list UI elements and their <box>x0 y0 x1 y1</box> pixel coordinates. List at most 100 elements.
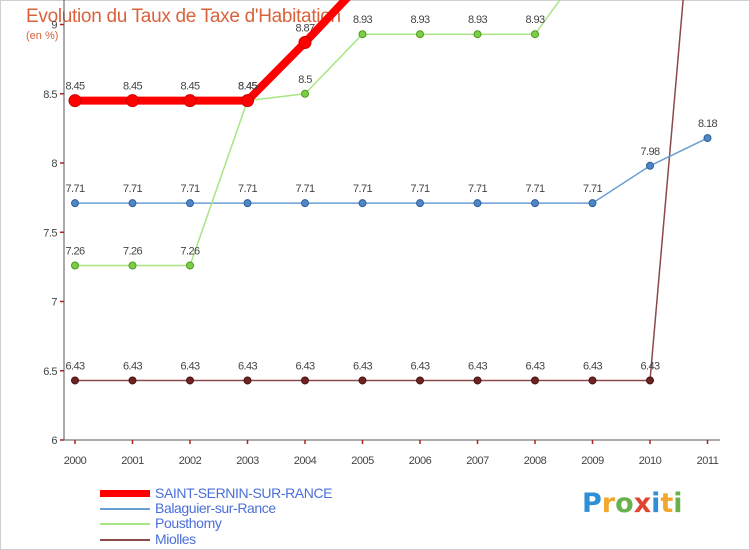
series-line-3 <box>75 0 684 382</box>
logo-letter: r <box>601 488 616 519</box>
logo-letter: x <box>633 488 652 519</box>
data-point <box>71 261 79 270</box>
data-point <box>531 199 539 208</box>
legend-item-pousthomy: Pousthomy <box>100 515 400 532</box>
logo-letter: t <box>660 488 674 519</box>
x-tick-label: 2011 <box>697 455 719 467</box>
data-label: 7.71 <box>468 183 487 195</box>
data-point <box>646 161 654 170</box>
data-label: 6.43 <box>238 360 257 372</box>
data-point <box>301 89 309 98</box>
data-label: 6.43 <box>468 360 487 372</box>
data-label: 6.43 <box>353 360 372 372</box>
data-point <box>358 30 367 39</box>
data-label: 8.5 <box>298 74 312 86</box>
legend-label: Balaguier-sur-Rance <box>155 500 276 516</box>
series-line-0 <box>75 0 351 105</box>
data-label: 7.26 <box>65 245 84 257</box>
data-label: 6.43 <box>295 360 314 372</box>
data-point <box>646 376 654 385</box>
data-label: 8.93 <box>353 14 372 26</box>
data-label: 8.45 <box>238 81 257 93</box>
x-tick-label: 2008 <box>524 455 547 467</box>
data-point <box>588 199 597 208</box>
legend-label: Miolles <box>155 531 196 547</box>
data-label: 6.43 <box>525 360 544 372</box>
data-label: 8.87 <box>295 23 314 35</box>
legend-swatch-saint-sernin <box>100 490 150 497</box>
y-tick-label: 6.5 <box>43 366 57 378</box>
data-label: 7.71 <box>180 183 199 195</box>
data-point <box>126 94 139 108</box>
series-line-1 <box>75 137 708 204</box>
proxiti-logo: Proxiti <box>582 488 683 519</box>
logo-letter: i <box>651 488 661 519</box>
data-label: 8.93 <box>525 14 544 26</box>
data-point <box>128 199 137 208</box>
logo-letter: i <box>673 488 683 519</box>
data-label: 7.98 <box>640 146 659 158</box>
data-label: 6.43 <box>65 360 84 372</box>
data-point <box>301 376 309 385</box>
data-point <box>186 376 194 385</box>
data-label: 7.71 <box>65 183 84 195</box>
data-label: 7.71 <box>123 183 142 195</box>
data-point <box>298 36 312 50</box>
data-point <box>416 30 424 39</box>
logo-letter: P <box>582 488 602 519</box>
data-point <box>301 199 309 208</box>
data-point <box>128 261 137 270</box>
x-tick-label: 2005 <box>351 455 374 467</box>
data-label: 6.43 <box>180 360 199 372</box>
x-tick-label: 2006 <box>409 455 432 467</box>
data-point <box>128 376 137 385</box>
legend-item-balaguier: Balaguier-sur-Rance <box>100 500 400 517</box>
data-label: 8.45 <box>180 81 199 93</box>
legend-label: Pousthomy <box>155 515 222 531</box>
data-point <box>416 376 424 385</box>
data-point <box>703 134 712 143</box>
data-point <box>531 30 539 39</box>
data-label: 8.18 <box>698 118 717 130</box>
data-label: 7.71 <box>238 183 257 195</box>
legend-swatch-pousthomy <box>100 523 150 525</box>
legend-swatch-balaguier <box>100 508 150 510</box>
data-point <box>473 30 482 39</box>
data-point <box>358 376 367 385</box>
data-label: 7.71 <box>353 183 372 195</box>
legend-item-miolles: Miolles <box>100 531 400 548</box>
data-point <box>186 199 194 208</box>
data-point <box>71 376 79 385</box>
data-point <box>358 199 367 208</box>
y-tick-label: 8.5 <box>43 89 57 101</box>
series-line-2 <box>75 0 561 267</box>
data-label: 7.71 <box>583 183 602 195</box>
x-tick-label: 2002 <box>179 455 202 467</box>
x-tick-label: 2004 <box>294 455 317 467</box>
data-point <box>473 199 482 208</box>
x-tick-label: 2009 <box>581 455 604 467</box>
data-point <box>588 376 597 385</box>
data-label: 6.43 <box>123 360 142 372</box>
x-tick-label: 2001 <box>121 455 144 467</box>
data-point <box>243 376 252 385</box>
legend-swatch-miolles <box>100 539 150 541</box>
data-label: 7.71 <box>525 183 544 195</box>
y-tick-label: 7 <box>51 297 57 309</box>
y-tick-label: 6 <box>51 435 57 447</box>
data-label: 8.45 <box>65 81 84 93</box>
data-label: 6.43 <box>410 360 429 372</box>
data-point <box>243 199 252 208</box>
data-point <box>68 94 82 108</box>
chart-title: Evolution du Taux de Taxe d'Habitation <box>26 6 341 27</box>
data-label: 7.26 <box>123 245 142 257</box>
data-point <box>186 261 194 270</box>
x-tick-label: 2007 <box>466 455 489 467</box>
data-label: 6.43 <box>640 360 659 372</box>
data-label: 8.93 <box>410 14 429 26</box>
x-tick-label: 2003 <box>236 455 259 467</box>
y-tick-label: 9 <box>51 20 57 32</box>
y-tick-label: 8 <box>51 158 57 170</box>
data-point <box>473 376 482 385</box>
